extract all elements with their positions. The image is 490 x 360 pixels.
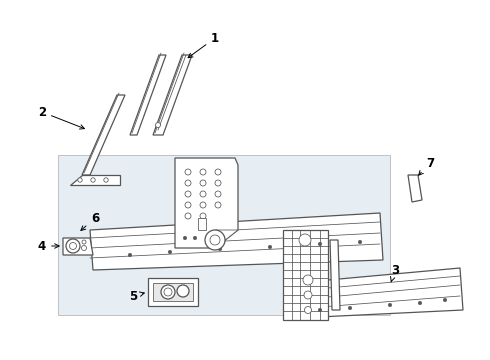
- Circle shape: [215, 191, 221, 197]
- Circle shape: [215, 180, 221, 186]
- Circle shape: [358, 240, 362, 244]
- Text: 3: 3: [391, 264, 399, 282]
- Polygon shape: [330, 240, 340, 310]
- Text: 4: 4: [38, 239, 59, 252]
- Circle shape: [66, 239, 80, 253]
- Polygon shape: [215, 230, 238, 248]
- Text: 2: 2: [38, 105, 84, 129]
- Circle shape: [318, 308, 322, 312]
- Circle shape: [161, 285, 175, 299]
- Polygon shape: [130, 55, 166, 135]
- Polygon shape: [175, 158, 238, 248]
- Circle shape: [168, 250, 172, 254]
- Circle shape: [206, 236, 210, 240]
- Polygon shape: [153, 283, 193, 301]
- Polygon shape: [90, 213, 383, 270]
- Circle shape: [128, 253, 132, 257]
- Circle shape: [185, 202, 191, 208]
- Circle shape: [200, 213, 206, 219]
- Circle shape: [104, 178, 108, 182]
- Circle shape: [185, 169, 191, 175]
- Circle shape: [418, 301, 422, 305]
- Circle shape: [200, 191, 206, 197]
- Polygon shape: [198, 218, 206, 230]
- Circle shape: [318, 242, 322, 246]
- Circle shape: [78, 178, 82, 182]
- Text: 6: 6: [81, 212, 99, 230]
- Circle shape: [303, 275, 313, 285]
- Circle shape: [215, 169, 221, 175]
- Circle shape: [200, 169, 206, 175]
- Circle shape: [268, 245, 272, 249]
- Text: 7: 7: [418, 157, 434, 175]
- Text: 1: 1: [188, 32, 219, 58]
- Circle shape: [185, 191, 191, 197]
- Polygon shape: [295, 268, 463, 318]
- Circle shape: [91, 178, 95, 182]
- Circle shape: [193, 236, 197, 240]
- Circle shape: [200, 202, 206, 208]
- Polygon shape: [63, 238, 93, 255]
- Circle shape: [183, 236, 187, 240]
- Polygon shape: [70, 175, 120, 185]
- Circle shape: [304, 291, 312, 299]
- Circle shape: [205, 230, 225, 250]
- Circle shape: [81, 246, 87, 251]
- Circle shape: [177, 285, 189, 297]
- Polygon shape: [82, 95, 125, 175]
- Polygon shape: [148, 278, 198, 306]
- Circle shape: [210, 235, 220, 245]
- Circle shape: [388, 303, 392, 307]
- Polygon shape: [58, 155, 390, 315]
- Circle shape: [304, 306, 312, 314]
- Circle shape: [200, 180, 206, 186]
- Circle shape: [185, 213, 191, 219]
- Circle shape: [443, 298, 447, 302]
- Circle shape: [82, 240, 86, 244]
- Circle shape: [164, 288, 172, 296]
- Circle shape: [215, 202, 221, 208]
- Circle shape: [155, 122, 161, 127]
- Circle shape: [299, 234, 311, 246]
- Polygon shape: [283, 230, 328, 320]
- Circle shape: [70, 243, 76, 249]
- Circle shape: [218, 247, 222, 251]
- Circle shape: [348, 306, 352, 310]
- Polygon shape: [153, 55, 192, 135]
- Polygon shape: [408, 175, 422, 202]
- Text: 5: 5: [129, 289, 144, 302]
- Circle shape: [185, 180, 191, 186]
